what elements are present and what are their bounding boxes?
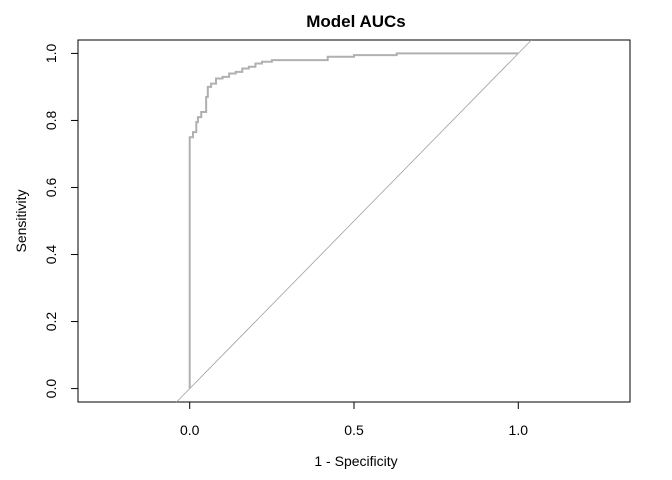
y-axis-label: Sensitivity <box>13 189 29 252</box>
y-tick-label: 0.6 <box>43 178 59 198</box>
y-tick-label: 1.0 <box>43 43 59 63</box>
y-axis: 0.0 0.2 0.4 0.6 0.8 1.0 <box>43 43 79 399</box>
y-tick-label: 0.2 <box>43 312 59 332</box>
x-axis: 0.0 0.5 1.0 <box>180 401 529 438</box>
x-tick-label: 1.0 <box>509 422 529 438</box>
reference-diagonal-line <box>176 39 532 403</box>
chart-title: Model AUCs <box>306 12 406 31</box>
roc-curve <box>188 52 519 389</box>
x-axis-label: 1 - Specificity <box>314 453 397 469</box>
x-tick-label: 0.5 <box>344 422 364 438</box>
y-tick-label: 0.8 <box>43 111 59 131</box>
x-tick-label: 0.0 <box>180 422 200 438</box>
y-tick-label: 0.0 <box>43 379 59 399</box>
y-tick-label: 0.4 <box>43 245 59 265</box>
